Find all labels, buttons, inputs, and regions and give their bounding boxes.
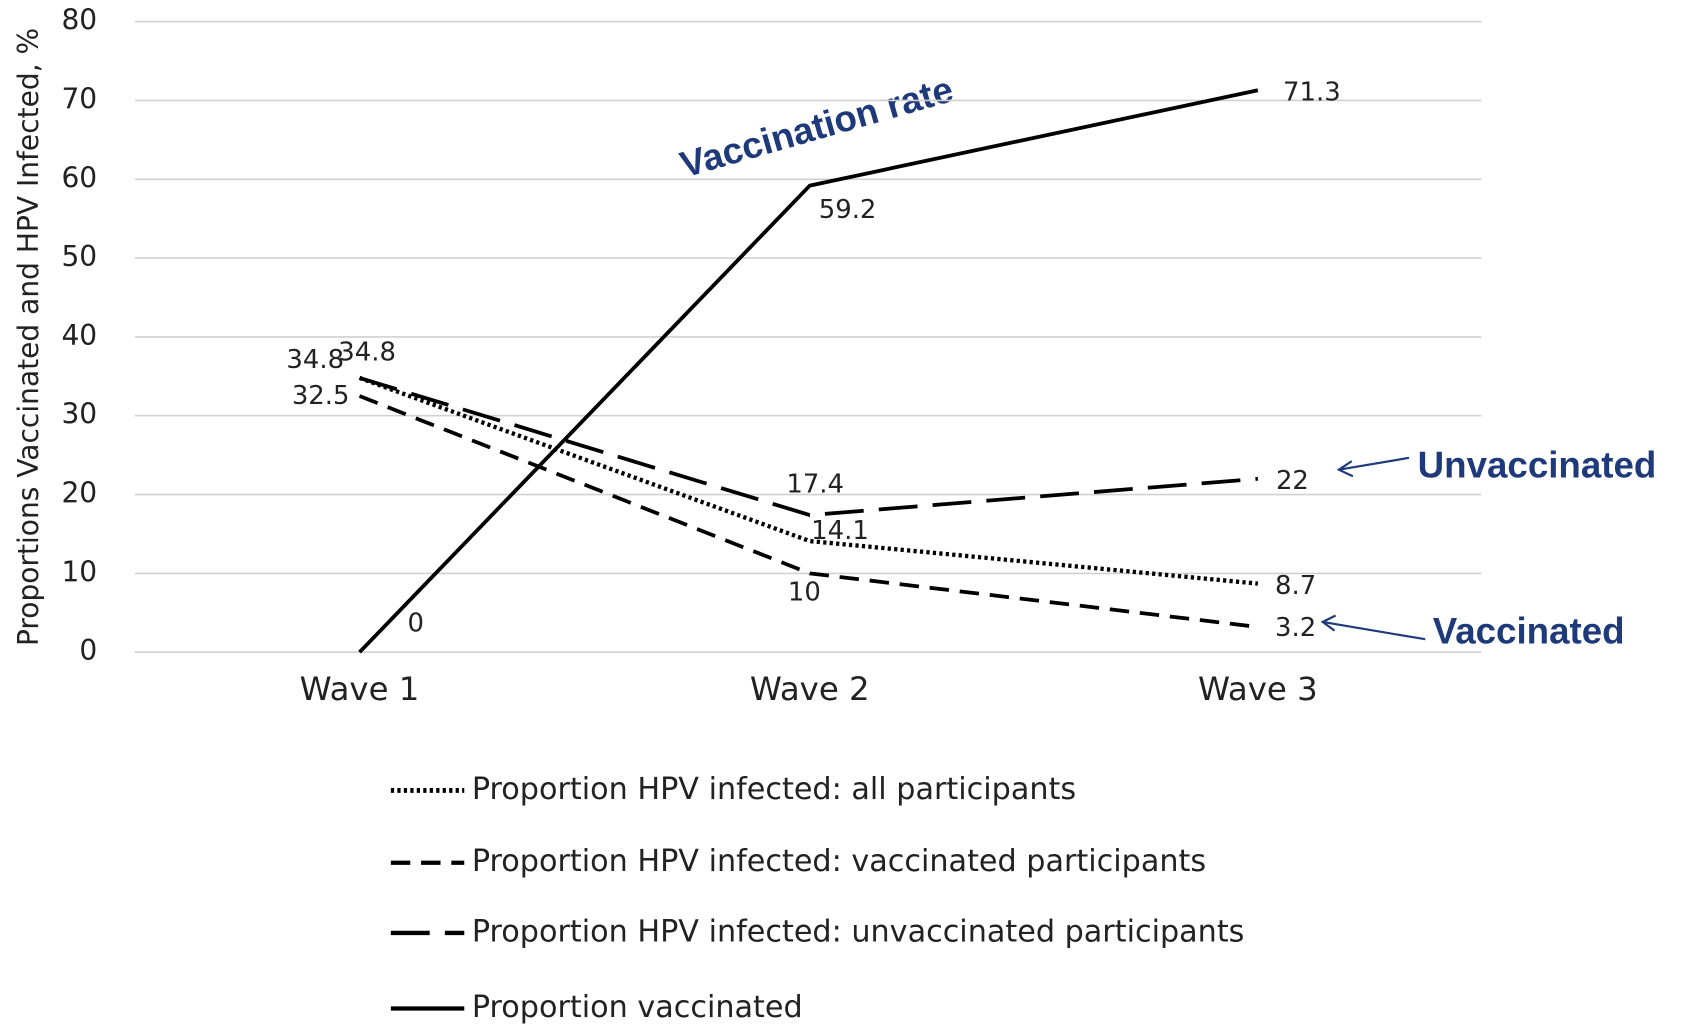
annotation: Unvaccinated [1418, 444, 1657, 485]
y-axis-label: Proportions Vaccinated and HPV Infected,… [12, 28, 45, 646]
legend-label: Proportion HPV infected: unvaccinated pa… [472, 914, 1245, 949]
data-label: 32.5 [292, 381, 350, 411]
y-tick-label: 0 [79, 634, 97, 667]
data-label: 8.7 [1275, 571, 1316, 601]
line [358, 375, 1259, 586]
line [358, 88, 1259, 654]
arrow [1336, 456, 1410, 478]
data-label: 3.2 [1275, 613, 1316, 643]
line [358, 394, 1259, 629]
arrow [1320, 614, 1426, 641]
line [358, 376, 1259, 517]
data-label: 14.1 [811, 516, 869, 546]
legend-label: Proportion HPV infected: vaccinated part… [472, 844, 1206, 879]
y-tick-label: 30 [61, 398, 97, 431]
y-tick-label: 20 [61, 477, 97, 510]
data-label: 34.8 [338, 338, 396, 368]
data-label: 71.3 [1283, 77, 1341, 107]
y-tick-label: 70 [61, 82, 97, 115]
data-label: 34.8 [286, 345, 344, 375]
legend-label: Proportion vaccinated [472, 990, 803, 1025]
y-tick-label: 60 [61, 161, 97, 194]
arrows [1320, 456, 1426, 641]
y-tick-label: 40 [61, 319, 97, 352]
data-label: 22 [1276, 466, 1309, 496]
legend-label: Proportion HPV infected: all participant… [472, 772, 1076, 807]
y-tick-label: 80 [61, 4, 97, 37]
data-label: 59.2 [819, 195, 877, 225]
y-tick-label: 10 [61, 555, 97, 588]
x-tick-label: Wave 1 [300, 670, 420, 708]
data-label: 0 [407, 609, 423, 639]
annotation: Vaccinated [1433, 611, 1625, 652]
x-tick-label: Wave 3 [1198, 670, 1318, 708]
x-tick-label: Wave 2 [750, 670, 870, 708]
data-label: 10 [788, 577, 821, 607]
data-label: 17.4 [786, 469, 844, 499]
y-tick-label: 50 [61, 240, 97, 273]
annotation: Vaccination rate [676, 68, 958, 185]
